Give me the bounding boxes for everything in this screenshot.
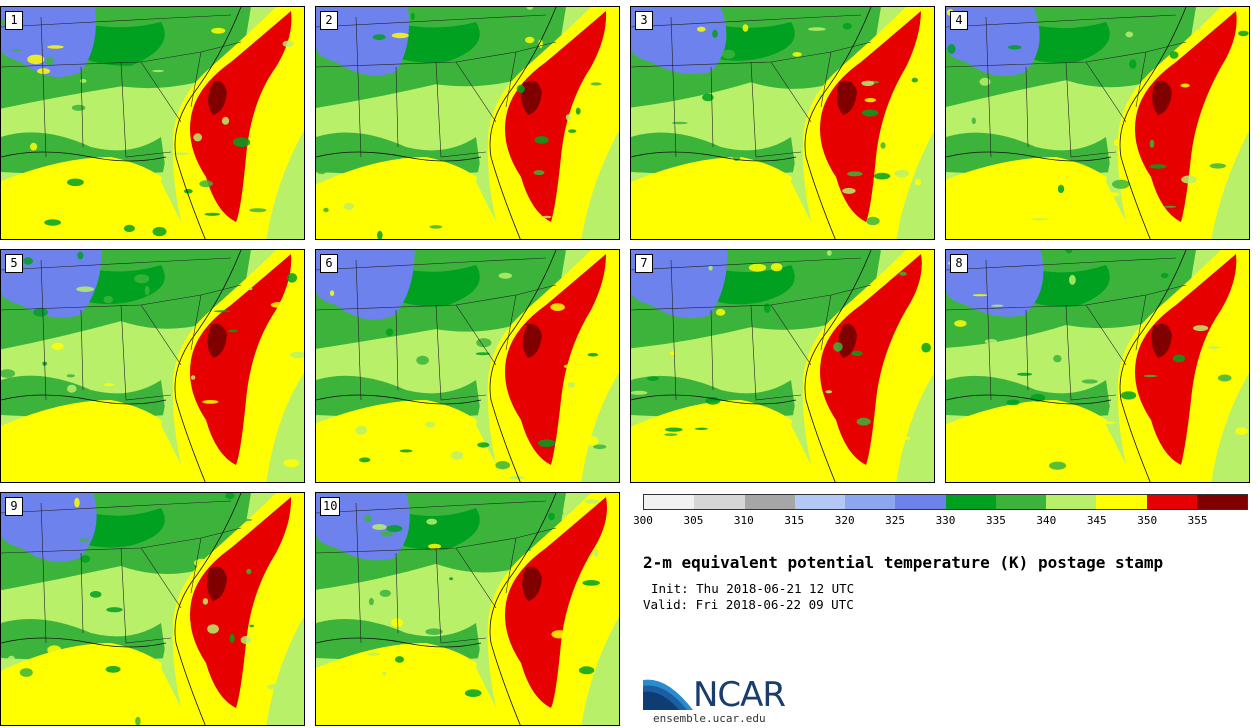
ncar-swoosh-icon bbox=[643, 679, 693, 710]
panel-member-6: 6 bbox=[315, 249, 620, 483]
map-field bbox=[1, 493, 304, 725]
colorbar-tick-label: 305 bbox=[683, 514, 704, 527]
map-field bbox=[631, 7, 934, 239]
colorbar-tick-label: 325 bbox=[885, 514, 906, 527]
colorbar-segment bbox=[1096, 495, 1147, 509]
panel-member-10: 10 bbox=[315, 492, 620, 726]
map-field bbox=[946, 7, 1249, 239]
colorbar-tick-label: 330 bbox=[935, 514, 956, 527]
colorbar bbox=[643, 494, 1248, 510]
map-field bbox=[631, 250, 934, 482]
member-label: 9 bbox=[5, 497, 23, 516]
panel-member-1: 1 bbox=[0, 6, 305, 240]
colorbar-tick-label: 350 bbox=[1137, 514, 1158, 527]
logo-wordmark: NCAR bbox=[693, 675, 786, 715]
colorbar-tick-label: 340 bbox=[1036, 514, 1057, 527]
member-label: 10 bbox=[320, 497, 341, 516]
valid-time: Valid: Fri 2018-06-22 09 UTC bbox=[643, 597, 854, 612]
map-field bbox=[316, 493, 619, 725]
member-label: 4 bbox=[950, 11, 968, 30]
colorbar-segment bbox=[995, 495, 1046, 509]
init-time: Init: Thu 2018-06-21 12 UTC bbox=[651, 581, 855, 596]
colorbar-segment bbox=[644, 495, 695, 509]
member-label: 6 bbox=[320, 254, 338, 273]
logo-url: ensemble.ucar.edu bbox=[653, 712, 766, 725]
panel-member-7: 7 bbox=[630, 249, 935, 483]
map-field bbox=[316, 250, 619, 482]
colorbar-tick-label: 315 bbox=[784, 514, 805, 527]
colorbar-segment bbox=[744, 495, 795, 509]
panel-member-9: 9 bbox=[0, 492, 305, 726]
colorbar-tick-label: 310 bbox=[733, 514, 754, 527]
colorbar-tick-label: 300 bbox=[633, 514, 653, 527]
ncar-logo: NCAR bbox=[643, 672, 793, 716]
colorbar-segment bbox=[1196, 495, 1247, 509]
colorbar-segment bbox=[845, 495, 896, 509]
colorbar-tick-label: 345 bbox=[1086, 514, 1107, 527]
colorbar-segment bbox=[895, 495, 946, 509]
colorbar-segment bbox=[794, 495, 845, 509]
panel-member-8: 8 bbox=[945, 249, 1250, 483]
panel-member-5: 5 bbox=[0, 249, 305, 483]
panel-member-3: 3 bbox=[630, 6, 935, 240]
figure-title: 2-m equivalent potential temperature (K)… bbox=[643, 553, 1164, 572]
panel-member-2: 2 bbox=[315, 6, 620, 240]
map-field bbox=[946, 250, 1249, 482]
panel-member-4: 4 bbox=[945, 6, 1250, 240]
colorbar-tick-label: 355 bbox=[1187, 514, 1208, 527]
colorbar-segment bbox=[1146, 495, 1197, 509]
member-label: 1 bbox=[5, 11, 23, 30]
member-label: 7 bbox=[635, 254, 653, 273]
colorbar-segment bbox=[1046, 495, 1097, 509]
colorbar-segment bbox=[945, 495, 996, 509]
member-label: 2 bbox=[320, 11, 338, 30]
map-field bbox=[316, 7, 619, 239]
member-label: 8 bbox=[950, 254, 968, 273]
colorbar-tick-labels: 300 305 310 315 320 325 330 335 340 345 350 355 bbox=[633, 514, 1248, 528]
member-label: 3 bbox=[635, 11, 653, 30]
colorbar-segment bbox=[694, 495, 745, 509]
map-field bbox=[1, 250, 304, 482]
map-field bbox=[1, 7, 304, 239]
member-label: 5 bbox=[5, 254, 23, 273]
colorbar-tick-label: 320 bbox=[834, 514, 855, 527]
colorbar-tick-label: 335 bbox=[985, 514, 1006, 527]
